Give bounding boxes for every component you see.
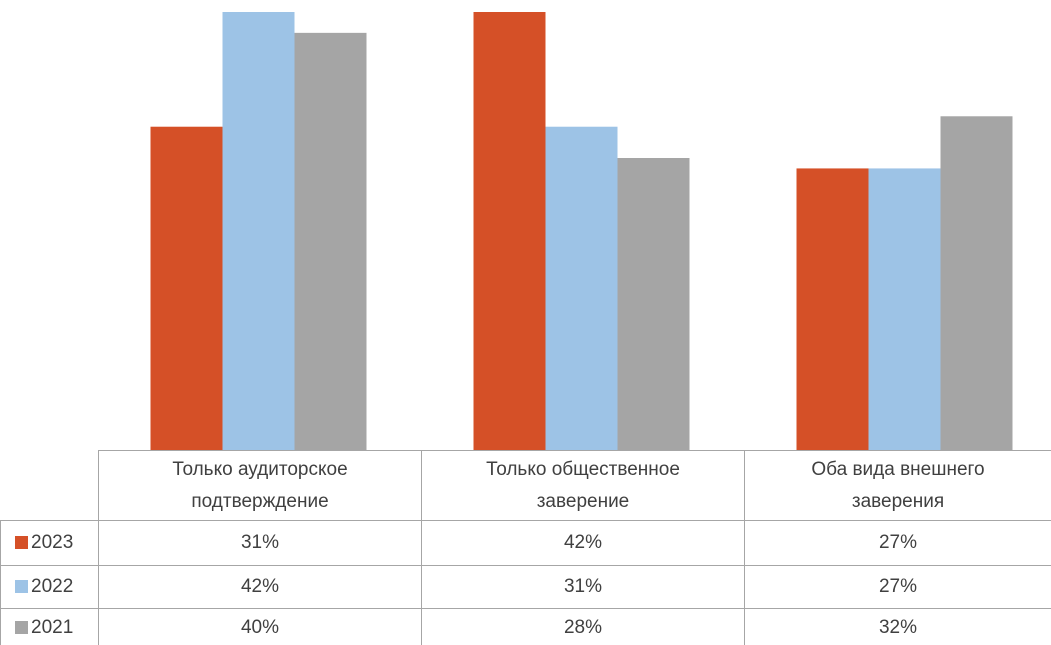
category-label: Только аудиторское подтверждение xyxy=(172,458,348,512)
legend-cell: 2023 xyxy=(0,520,99,566)
value-label: 40% xyxy=(240,616,280,638)
value-cell: 42% xyxy=(421,520,745,566)
legend-swatch xyxy=(15,620,28,634)
value-label: 42% xyxy=(240,576,280,597)
plot xyxy=(150,12,1013,450)
category-label: Только общественное заверение xyxy=(486,458,680,512)
category-cell: Только аудиторское подтверждение xyxy=(98,450,422,521)
value-label: 42% xyxy=(563,532,603,553)
data-table: Только аудиторское подтверждение Только о… xyxy=(0,450,1051,645)
value-cell: 40% xyxy=(98,608,422,645)
value-label: 28% xyxy=(563,616,603,638)
category-label: Оба вида внешнего заверения xyxy=(811,458,985,512)
value-cell: 32% xyxy=(744,608,1051,645)
category-cell: Только общественное заверение xyxy=(421,450,745,521)
legend-label: 2021 xyxy=(31,616,74,638)
legend-swatch xyxy=(15,580,28,593)
bar xyxy=(796,168,869,450)
bar xyxy=(617,158,690,450)
legend-label: 2022 xyxy=(31,576,74,597)
table-row: 2021 40% 28% 32% xyxy=(0,608,1051,645)
bar xyxy=(545,126,618,450)
bar xyxy=(868,168,941,450)
bar xyxy=(294,32,367,450)
value-label: 27% xyxy=(878,532,918,553)
table-row: 2022 42% 31% 27% xyxy=(0,565,1051,609)
value-label: 31% xyxy=(563,576,603,597)
table-header-row: Только аудиторское подтверждение Только о… xyxy=(0,450,1051,521)
value-cell: 31% xyxy=(421,565,745,609)
legend-cell: 2022 xyxy=(0,565,99,609)
table-corner xyxy=(0,450,99,521)
value-cell: 27% xyxy=(744,520,1051,566)
value-cell: 28% xyxy=(421,608,745,645)
bar xyxy=(222,12,295,450)
category-cell: Оба вида внешнего заверения xyxy=(744,450,1051,521)
value-cell: 27% xyxy=(744,565,1051,609)
value-cell: 31% xyxy=(98,520,422,566)
bar xyxy=(940,116,1013,450)
bar xyxy=(473,12,546,450)
bar xyxy=(150,126,223,450)
value-label: 31% xyxy=(240,532,280,553)
value-cell: 42% xyxy=(98,565,422,609)
value-label: 27% xyxy=(878,576,918,597)
legend-swatch xyxy=(15,536,28,549)
table-row: 2023 31% 42% 27% xyxy=(0,520,1051,566)
value-label: 32% xyxy=(878,616,918,638)
legend-cell: 2021 xyxy=(0,608,99,645)
legend-label: 2023 xyxy=(31,532,74,553)
